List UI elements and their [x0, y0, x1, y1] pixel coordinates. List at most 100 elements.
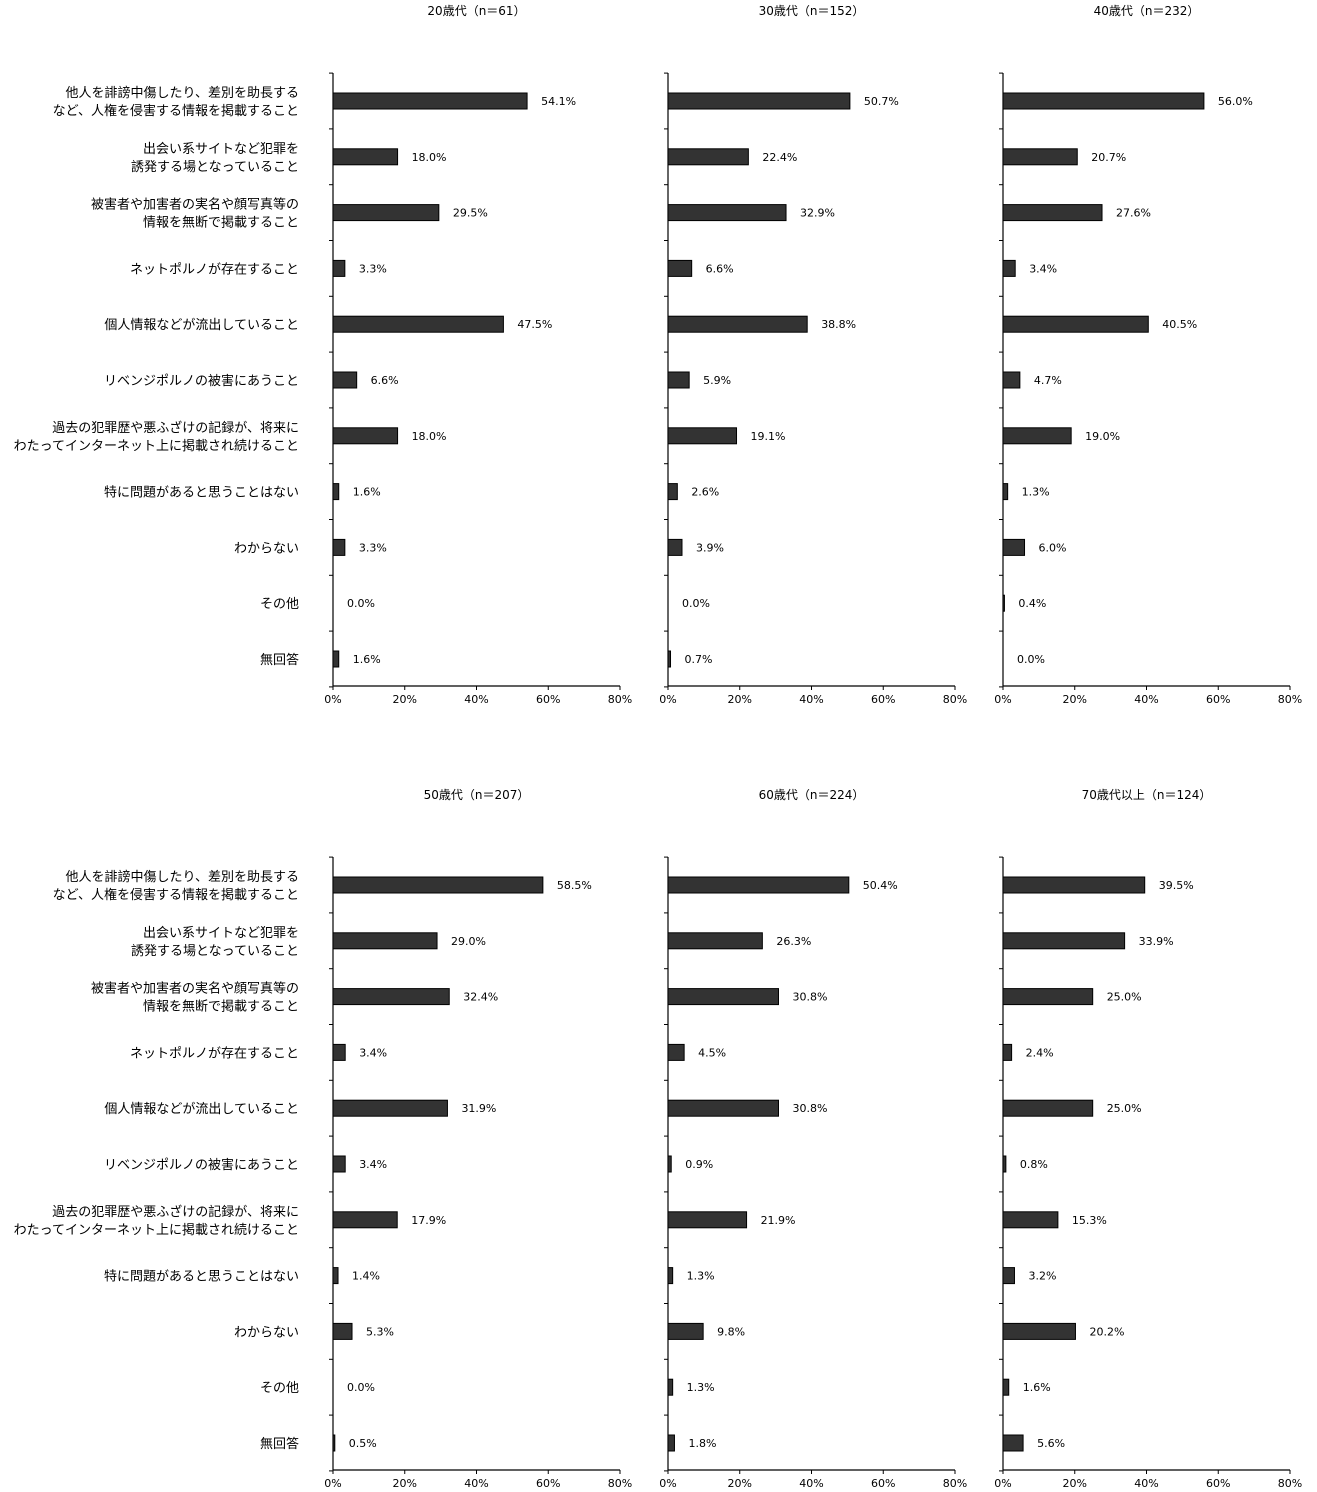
data-label: 19.1% — [751, 430, 786, 443]
bar — [667, 1378, 674, 1396]
x-tick-label: 20% — [393, 693, 417, 706]
data-label: 1.6% — [1023, 1381, 1051, 1394]
bar — [1002, 932, 1126, 950]
bar — [667, 650, 672, 668]
category-label: 無回答 — [260, 652, 299, 668]
data-label: 15.3% — [1072, 1214, 1107, 1227]
data-label: 3.2% — [1028, 1270, 1056, 1283]
data-label: 4.7% — [1034, 374, 1062, 387]
bar — [332, 148, 399, 166]
data-label: 20.7% — [1091, 151, 1126, 164]
x-tick-label: 20% — [1063, 1477, 1087, 1490]
category-label: ネットポルノが存在すること — [130, 262, 299, 277]
x-tick-label: 0% — [659, 693, 676, 706]
data-label: 58.5% — [557, 879, 592, 892]
x-tick-label: 40% — [1134, 693, 1158, 706]
bar — [332, 1099, 448, 1117]
data-label: 1.8% — [688, 1437, 716, 1450]
data-label: 22.4% — [762, 151, 797, 164]
data-label: 1.6% — [353, 486, 381, 499]
bar — [1002, 876, 1146, 894]
panel-title: 20歳代（n＝61） — [427, 4, 525, 18]
x-tick-label: 60% — [536, 693, 560, 706]
chart-panel-3: 40歳代（n＝232） 0% 20% 40% 60% 80% 56.0% 20.7% 27.6%… — [994, 4, 1302, 706]
x-tick-label: 80% — [1278, 693, 1302, 706]
chart-panel-1: 20歳代（n＝61） 0% 20% 40% 60% 80% 54.1% 18.0% 29.5% 3… — [14, 4, 633, 706]
bar — [1002, 1267, 1015, 1285]
data-label: 25.0% — [1107, 1102, 1142, 1115]
bar — [332, 1211, 398, 1229]
data-label: 0.0% — [347, 597, 375, 610]
bar — [667, 932, 763, 950]
panel-title: 60歳代（n＝224） — [759, 788, 865, 802]
bar — [332, 427, 399, 445]
category-label: 出会い系サイトなど犯罪を誘発する場となっていること — [131, 926, 299, 959]
data-label: 50.4% — [863, 879, 898, 892]
data-label: 5.3% — [366, 1325, 394, 1338]
bar — [1002, 483, 1009, 501]
data-label: 4.5% — [698, 1046, 726, 1059]
chart-panel-4: 50歳代（n＝207） 0% 20% 40% 60% 80% 58.5% 29.0% 32.4%… — [14, 788, 633, 1490]
bar — [332, 650, 340, 668]
bar — [667, 259, 693, 277]
data-label: 47.5% — [517, 318, 552, 331]
data-label: 29.0% — [451, 935, 486, 948]
bar — [1002, 1155, 1007, 1173]
bar — [1002, 92, 1205, 110]
bar — [332, 1267, 339, 1285]
data-label: 5.9% — [703, 374, 731, 387]
bar — [667, 876, 850, 894]
category-label: 特に問題があると思うことはない — [104, 486, 299, 501]
category-label: 被害者や加害者の実名や顔写真等の情報を無断で掲載すること — [91, 197, 299, 231]
category-label: 他人を誹謗中傷したり、差別を助長するなど、人権を侵害する情報を掲載すること — [53, 869, 299, 903]
category-label: 過去の犯罪歴や悪ふざけの記録が、将来にわたってインターネット上に掲載され続けるこ… — [14, 1204, 299, 1238]
data-label: 0.0% — [1017, 653, 1045, 666]
bar — [1002, 427, 1072, 445]
bar — [332, 538, 346, 556]
data-label: 0.5% — [349, 1437, 377, 1450]
data-label: 3.3% — [359, 262, 387, 275]
category-label: 他人を誹謗中傷したり、差別を助長するなど、人権を侵害する情報を掲載すること — [53, 85, 299, 119]
data-label: 18.0% — [412, 430, 447, 443]
data-label: 56.0% — [1218, 95, 1253, 108]
x-tick-label: 60% — [1206, 693, 1230, 706]
chart-panel-6: 70歳代以上（n＝124） 0% 20% 40% 60% 80% 39.5% 33.9% 25.… — [994, 788, 1302, 1490]
data-label: 50.7% — [864, 95, 899, 108]
bar — [332, 92, 528, 110]
bar — [332, 932, 438, 950]
category-label: 過去の犯罪歴や悪ふざけの記録が、将来にわたってインターネット上に掲載され続けるこ… — [14, 420, 299, 454]
x-tick-label: 80% — [943, 1477, 967, 1490]
data-label: 6.6% — [371, 374, 399, 387]
bar — [332, 1434, 336, 1452]
bar — [332, 483, 340, 501]
bar — [332, 1043, 346, 1061]
category-label: わからない — [234, 1325, 299, 1340]
bar — [667, 988, 779, 1006]
data-label: 17.9% — [411, 1214, 446, 1227]
data-label: 0.0% — [682, 597, 710, 610]
bar — [1002, 1378, 1010, 1396]
bar — [667, 204, 787, 222]
bar — [667, 1434, 675, 1452]
x-tick-label: 60% — [871, 693, 895, 706]
data-label: 1.6% — [353, 653, 381, 666]
data-label: 3.4% — [359, 1046, 387, 1059]
data-label: 1.4% — [352, 1270, 380, 1283]
bar — [667, 315, 808, 333]
bar — [667, 483, 678, 501]
x-tick-label: 20% — [728, 693, 752, 706]
bar — [332, 204, 440, 222]
x-tick-label: 80% — [943, 693, 967, 706]
chart-panel-5: 60歳代（n＝224） 0% 20% 40% 60% 80% 50.4% 26.3% 30.8%… — [659, 788, 967, 1490]
panel-title: 30歳代（n＝152） — [759, 4, 865, 18]
data-label: 32.9% — [800, 207, 835, 220]
data-label: 30.8% — [792, 1102, 827, 1115]
bar — [667, 1043, 685, 1061]
x-tick-label: 0% — [324, 693, 341, 706]
x-tick-label: 40% — [464, 693, 488, 706]
bar — [667, 538, 683, 556]
category-label: その他 — [260, 1381, 299, 1396]
category-label: リベンジポルノの被害にあうこと — [104, 373, 299, 389]
bar — [1002, 594, 1005, 612]
